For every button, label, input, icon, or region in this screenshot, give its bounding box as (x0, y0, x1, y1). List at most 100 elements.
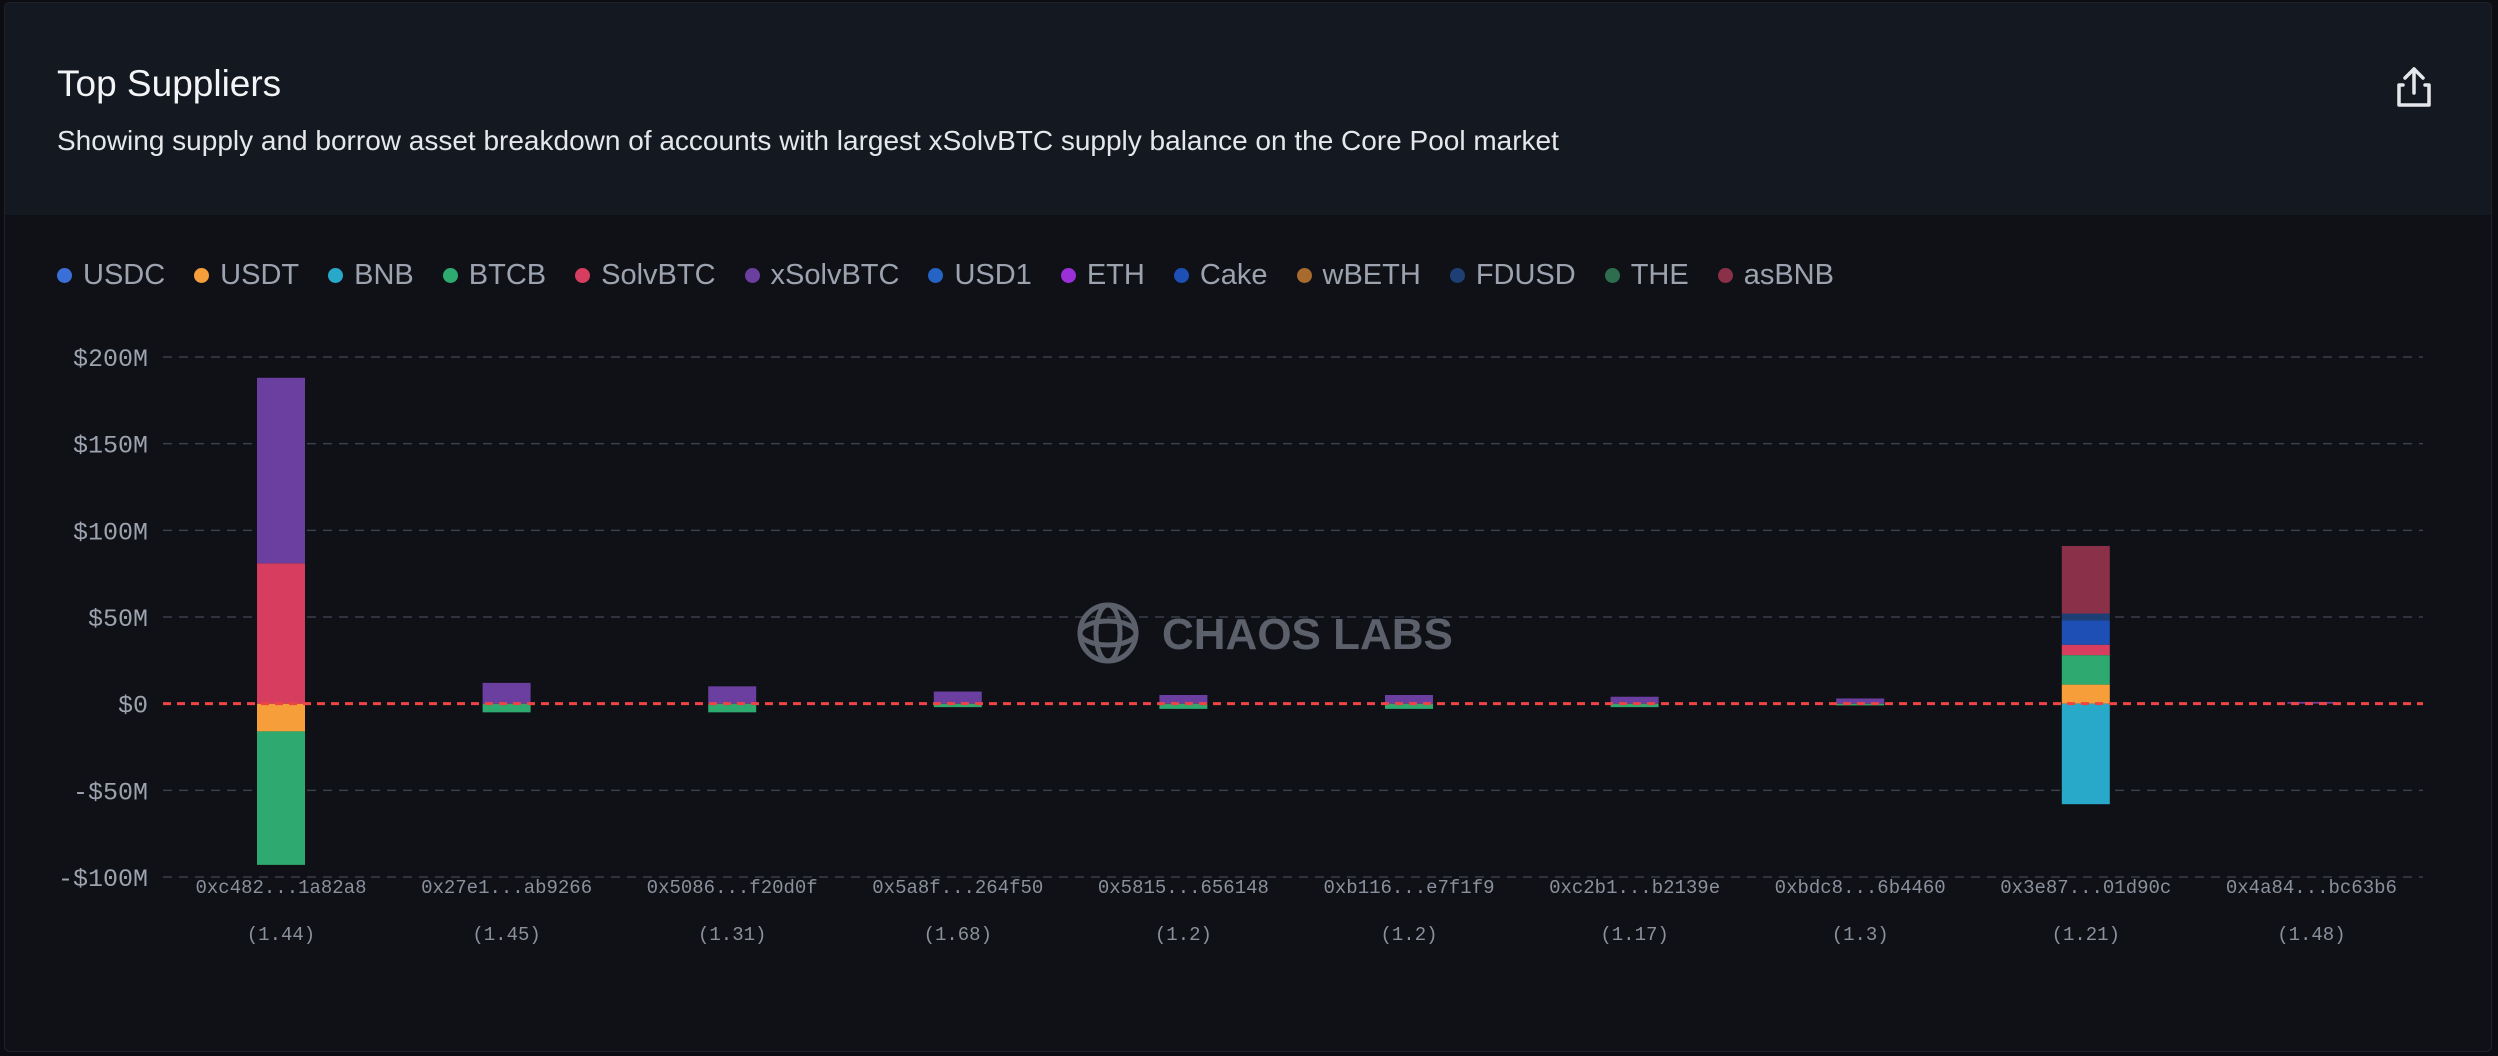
y-tick-label: -$50M (73, 778, 148, 807)
legend-item-wbeth[interactable]: wBETH (1296, 258, 1421, 292)
bar-segment-btcb[interactable] (482, 703, 531, 713)
legend-label: FDUSD (1475, 258, 1576, 291)
bar-segment-xsolvbtc[interactable] (1610, 696, 1659, 704)
health-factor-label: (1.31) (698, 924, 766, 946)
bar-segment-xsolvbtc[interactable] (1836, 698, 1885, 704)
bar-segment-usdt[interactable] (257, 703, 305, 732)
bar-segment-btcb[interactable] (1385, 703, 1433, 709)
bar-segment-asbnb[interactable] (2061, 545, 2110, 614)
legend-dot (1060, 267, 1076, 283)
watermark: CHAOS LABS (1077, 602, 1453, 664)
health-factor-label: (1.3) (1832, 924, 1889, 946)
x-tick-label: 0xb116...e7f1f9 (1323, 877, 1494, 899)
legend-label: USDC (83, 258, 166, 291)
y-tick-label: $50M (88, 605, 148, 634)
health-factor-label: (1.45) (472, 924, 540, 946)
bar-segment-fdusd[interactable] (2061, 613, 2110, 621)
bar-segment-btcb[interactable] (1610, 703, 1659, 708)
bar-segment-btcb[interactable] (1159, 703, 1208, 709)
x-tick-label: 0x5815...656148 (1098, 877, 1269, 899)
x-tick-label: 0x3e87...01d90c (2000, 877, 2171, 899)
legend-item-the[interactable]: THE (1604, 258, 1689, 292)
bar-segment-xsolvbtc[interactable] (1159, 695, 1208, 704)
bar-segment-btcb[interactable] (2061, 655, 2110, 685)
x-tick-label: 0x27e1...ab9266 (421, 877, 592, 899)
chart-legend: USDC USDT BNB BTCB SolvBTC xSolvBTC USD1 ETH Cak… (57, 255, 1863, 295)
legend-label: asBNB (1743, 258, 1834, 291)
x-tick-label: 0xc482...1a82a8 (195, 877, 366, 899)
legend-dot (928, 267, 944, 283)
legend-dot (1173, 267, 1189, 283)
card-subtitle: Showing supply and borrow asset breakdow… (57, 125, 1559, 156)
y-tick-label: $150M (73, 432, 148, 461)
legend-item-btcb[interactable]: BTCB (442, 258, 547, 292)
y-tick-label: $0 (118, 692, 148, 721)
bar-segment-btcb[interactable] (708, 703, 757, 713)
labels-layer: $200M $150M $100M $50M $0 -$50M -$100M 0xc482..… (58, 345, 2397, 946)
y-tick-label: $100M (73, 518, 148, 547)
legend-dot (1449, 267, 1465, 283)
export-button[interactable] (2389, 63, 2439, 113)
y-tick-label: $200M (73, 345, 148, 374)
stacked-bar-chart: CHAOS LABS $200M $150M $100M $50M $0 -$50M -$1… (58, 345, 2423, 946)
legend-label: BNB (354, 258, 414, 291)
bar-segment-solvbtc[interactable] (2061, 644, 2110, 656)
legend-dot (328, 267, 344, 283)
legend-item-eth[interactable]: ETH (1060, 258, 1145, 292)
health-factor-label: (1.68) (924, 924, 992, 946)
legend-item-usd1[interactable]: USD1 (928, 258, 1032, 292)
x-tick-label: 0x5086...f20d0f (647, 877, 818, 899)
card-title: Top Suppliers (57, 63, 282, 104)
health-factor-label: (1.48) (2277, 924, 2345, 946)
legend-item-usdt[interactable]: USDT (194, 259, 299, 292)
bar-segment-solvbtc[interactable] (257, 563, 305, 704)
legend-label: wBETH (1322, 258, 1421, 291)
card-header: Top Suppliers Showing supply and borrow … (5, 3, 2491, 215)
legend-dot (1296, 267, 1312, 283)
x-tick-label: 0xc2b1...b2139e (1549, 877, 1720, 899)
top-suppliers-card: Top Suppliers Showing supply and borrow … (4, 2, 2492, 1052)
legend-item-xsolvbtc[interactable]: xSolvBTC (744, 258, 900, 292)
legend-dot (57, 267, 72, 283)
legend-item-solvbtc[interactable]: SolvBTC (575, 258, 716, 292)
legend-dot (442, 267, 458, 283)
legend-item-usdc[interactable]: USDC (57, 259, 165, 292)
legend-label: BTCB (468, 258, 547, 291)
bar-segment-cake[interactable] (2061, 620, 2110, 645)
legend-label: xSolvBTC (770, 258, 900, 291)
bar-segment-xsolvbtc[interactable] (482, 682, 531, 704)
legend-item-bnb[interactable]: BNB (328, 259, 414, 292)
legend-item-cake[interactable]: Cake (1173, 258, 1268, 292)
bar-segment-btcb[interactable] (933, 703, 982, 708)
legend-label: Cake (1199, 258, 1268, 291)
legend-dot (744, 267, 760, 283)
bar-segment-xsolvbtc[interactable] (708, 686, 757, 704)
watermark-text: CHAOS LABS (1162, 610, 1453, 659)
grid-layer (163, 356, 2423, 878)
legend-label: ETH (1086, 258, 1145, 291)
legend-dot (1717, 267, 1733, 283)
health-factor-label: (1.44) (247, 924, 315, 946)
bar-segment-btcb[interactable] (257, 731, 305, 865)
legend-dot (1604, 267, 1620, 283)
bar-segment-xsolvbtc[interactable] (257, 377, 305, 564)
health-factor-label: (1.17) (1600, 924, 1668, 946)
bar-segment-xsolvbtc[interactable] (1385, 695, 1433, 704)
legend-label: THE (1630, 258, 1689, 291)
health-factor-label: (1.21) (2052, 924, 2120, 946)
bar-segment-bnb[interactable] (2061, 703, 2110, 805)
legend-label: USD1 (954, 258, 1032, 291)
x-tick-label: 0xbdc8...6b4460 (1775, 877, 1946, 899)
chaos-labs-logo-icon (1077, 602, 1139, 664)
bar-segment-usdt[interactable] (2061, 684, 2110, 704)
bar-segment-xsolvbtc[interactable] (933, 691, 982, 704)
legend-label: SolvBTC (601, 258, 716, 291)
x-tick-label: 0x5a8f...264f50 (872, 877, 1043, 899)
legend-item-asbnb[interactable]: asBNB (1717, 258, 1834, 292)
health-factor-label: (1.2) (1380, 924, 1437, 946)
x-tick-label: 0x4a84...bc63b6 (2226, 877, 2397, 899)
health-factor-label: (1.2) (1155, 924, 1212, 946)
y-tick-label: -$100M (58, 865, 148, 894)
share-upload-icon (2397, 67, 2431, 107)
legend-item-fdusd[interactable]: FDUSD (1449, 258, 1576, 292)
